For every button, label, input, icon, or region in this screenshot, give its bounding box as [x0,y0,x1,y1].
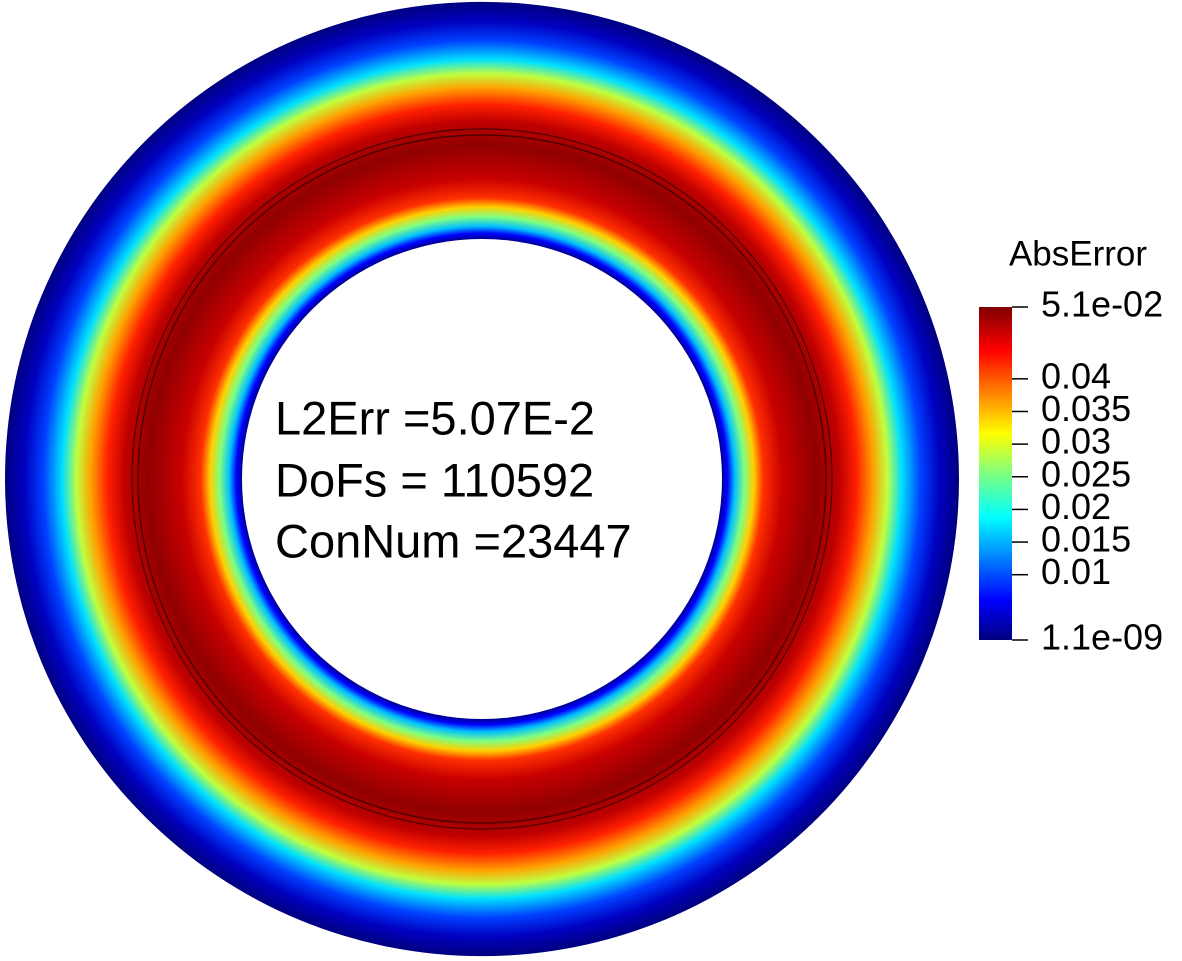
colorbar-tick-label: 0.035 [1041,388,1131,429]
colorbar-tick-label: 0.02 [1041,486,1111,527]
contour-line [137,134,827,824]
colorbar-tick-label: 0.015 [1041,519,1131,560]
colorbar-tick-label: 0.025 [1041,453,1131,494]
colorbar-tick-label: 0.01 [1041,551,1111,592]
colorbar-tick-label: 0.04 [1041,355,1111,396]
colorbar-tick-label: 1.1e-09 [1041,617,1163,658]
contour-line [131,128,833,830]
colorbar [979,307,1012,640]
annotation-line: ConNum =23447 [275,514,632,567]
colorbar-title: AbsError [1009,234,1147,273]
annotation-line: L2Err =5.07E-2 [275,391,595,444]
annulus [4,1,960,957]
colorbar-tick-label: 0.03 [1041,421,1111,462]
annotation-line: DoFs = 110592 [275,453,594,506]
colorbar-tick-label: 5.1e-02 [1041,284,1163,325]
